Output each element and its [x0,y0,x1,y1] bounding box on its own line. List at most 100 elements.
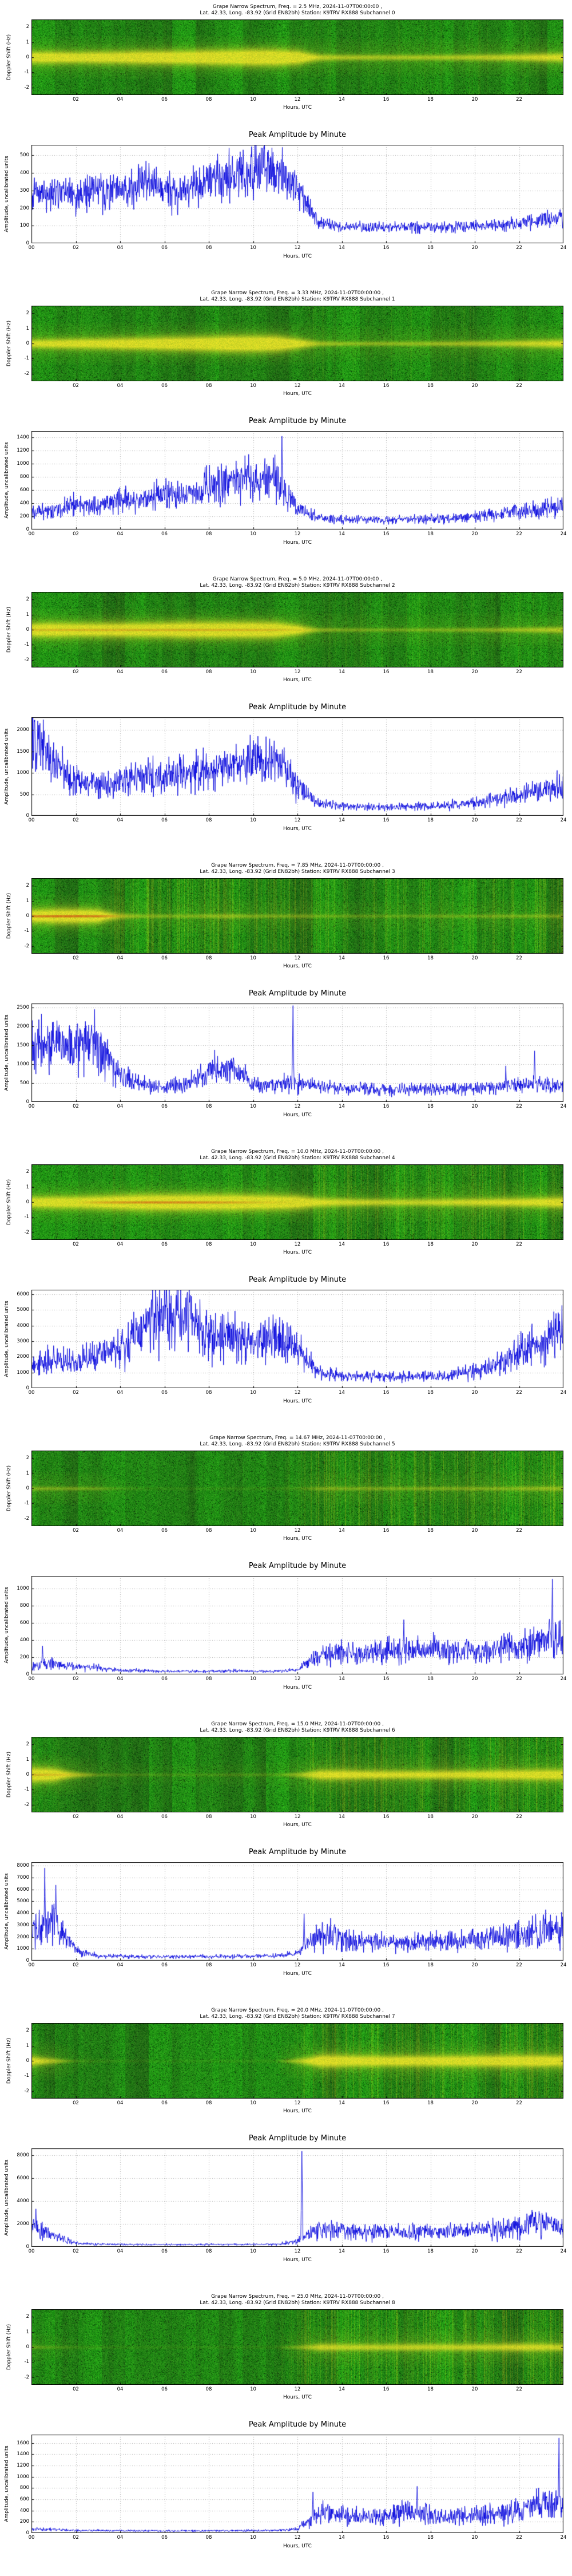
amplitude-x-tick-label: 18 [427,1962,434,1968]
amplitude-x-tick-label: 02 [73,817,79,823]
subchannel-section: Grape Narrow Spectrum, Freq. = 3.33 MHz,… [0,286,572,572]
spectrogram-x-tick-label: 12 [294,383,301,389]
amplitude-plot [31,717,563,816]
spectrogram-y-tick-label: 1 [26,39,29,45]
spectrogram-x-tick-label: 12 [294,1242,301,1247]
spectrogram-y-tick-label: 2 [26,596,29,603]
amplitude-y-axis-label: Amplitude, uncalibrated units [4,1014,10,1091]
amplitude-x-tick-label: 00 [28,531,35,537]
spectrogram-x-tick-label: 20 [471,383,478,389]
amplitude-title: Peak Amplitude by Minute [248,2420,347,2429]
spectrogram-x-tick-label: 02 [73,97,79,102]
amplitude-y-tick-label: 500 [19,791,29,797]
spectrogram-x-tick-label: 16 [383,97,390,102]
spectrogram-title: Grape Narrow Spectrum, Freq. = 14.67 MHz… [209,1435,386,1441]
spectrogram-subtitle: Lat. 42.33, Long. -83.92 (Grid EN82bh) S… [200,1155,395,1161]
amplitude-x-tick-label: 00 [28,2535,35,2541]
spectrogram-subtitle: Lat. 42.33, Long. -83.92 (Grid EN82bh) S… [200,1441,395,1447]
spectrogram-x-tick-label: 18 [427,669,434,675]
amplitude-x-axis-label: Hours, UTC [283,1971,312,1977]
amplitude-x-tick-label: 06 [161,1962,168,1968]
spectrogram-title: Grape Narrow Spectrum, Freq. = 2.5 MHz, … [212,4,383,10]
amplitude-x-tick-label: 20 [471,2249,478,2254]
subchannel-section: Grape Narrow Spectrum, Freq. = 10.0 MHz,… [0,1145,572,1431]
amplitude-x-tick-label: 16 [383,1390,390,1396]
amplitude-x-tick-label: 20 [471,531,478,537]
spectrogram-x-tick-label: 12 [294,2387,301,2392]
spectrogram-x-tick-label: 20 [471,955,478,961]
spectrogram-y-tick-label: -2 [24,657,29,663]
amplitude-x-tick-label: 12 [294,2249,301,2254]
amplitude-x-tick-label: 00 [28,1962,35,1968]
spectrogram-x-tick-label: 10 [250,97,256,102]
spectrogram-y-tick-label: 1 [26,2042,29,2049]
amplitude-x-tick-label: 12 [294,245,301,251]
spectrogram-x-tick-label: 22 [516,669,522,675]
amplitude-y-tick-label: 0 [26,240,29,246]
amplitude-title: Peak Amplitude by Minute [248,2134,347,2143]
spectrogram-x-axis-label: Hours, UTC [283,677,312,683]
amplitude-y-tick-label: 800 [19,2485,29,2491]
subchannel-section: Grape Narrow Spectrum, Freq. = 20.0 MHz,… [0,2004,572,2290]
spectrogram-subtitle: Lat. 42.33, Long. -83.92 (Grid EN82bh) S… [200,10,395,16]
spectrogram-title: Grape Narrow Spectrum, Freq. = 25.0 MHz,… [211,2294,384,2300]
spectrogram-x-tick-label: 18 [427,97,434,102]
spectrogram-y-tick-label: 2 [26,1741,29,1748]
amplitude-x-tick-label: 18 [427,1676,434,1682]
spectrogram-x-tick-label: 16 [383,383,390,389]
amplitude-y-tick-label: 1500 [17,1042,29,1048]
amplitude-plot [31,1576,563,1674]
amplitude-x-tick-label: 18 [427,817,434,823]
spectrogram-x-tick-label: 04 [117,1242,124,1247]
amplitude-x-tick-label: 20 [471,1390,478,1396]
subchannel-section: Grape Narrow Spectrum, Freq. = 5.0 MHz, … [0,572,572,859]
amplitude-y-tick-label: 1000 [17,2474,29,2480]
subchannel-section: Grape Narrow Spectrum, Freq. = 15.0 MHz,… [0,1717,572,2004]
subchannel-section: Grape Narrow Spectrum, Freq. = 14.67 MHz… [0,1431,572,1717]
amplitude-plot [31,145,563,243]
spectrogram-x-tick-label: 06 [161,2387,168,2392]
amplitude-x-tick-label: 16 [383,1676,390,1682]
amplitude-y-tick-label: 1500 [17,748,29,754]
spectrogram-x-tick-label: 20 [471,2387,478,2392]
amplitude-y-tick-label: 600 [19,2496,29,2503]
spectrogram-y-tick-label: 2 [26,1169,29,1175]
amplitude-y-tick-label: 1000 [17,1586,29,1592]
spectrogram-x-tick-label: 12 [294,2100,301,2106]
amplitude-y-axis-label: Amplitude, uncalibrated units [4,2159,10,2236]
amplitude-x-axis-label: Hours, UTC [283,2543,312,2549]
spectrogram-x-tick-label: 02 [73,2100,79,2106]
spectrogram-plot [31,306,563,381]
amplitude-x-tick-label: 12 [294,1104,301,1109]
spectrogram-plot [31,19,563,95]
spectrogram-x-tick-label: 06 [161,1814,168,1820]
amplitude-x-tick-label: 08 [205,531,212,537]
spectrogram-x-tick-label: 06 [161,955,168,961]
amplitude-x-tick-label: 14 [339,2535,345,2541]
spectrogram-subtitle: Lat. 42.33, Long. -83.92 (Grid EN82bh) S… [200,2014,395,2020]
amplitude-x-tick-label: 08 [205,2249,212,2254]
spectrogram-x-tick-label: 14 [339,1814,345,1820]
amplitude-y-tick-label: 4000 [17,1910,29,1917]
amplitude-x-tick-label: 20 [471,817,478,823]
amplitude-y-tick-label: 200 [19,1654,29,1661]
spectrogram-x-tick-label: 16 [383,1528,390,1534]
amplitude-x-tick-label: 00 [28,817,35,823]
amplitude-x-tick-label: 06 [161,2249,168,2254]
spectrogram-x-tick-label: 10 [250,2387,256,2392]
spectrogram-plot [31,2023,563,2099]
amplitude-y-tick-label: 300 [19,187,29,193]
spectrogram-x-tick-label: 16 [383,2100,390,2106]
amplitude-y-tick-label: 2000 [17,727,29,733]
spectrogram-x-tick-label: 14 [339,955,345,961]
spectrogram-x-tick-label: 10 [250,1528,256,1534]
spectrogram-x-tick-label: 22 [516,383,522,389]
spectrogram-x-tick-label: 20 [471,2100,478,2106]
spectrogram-x-tick-label: 14 [339,383,345,389]
amplitude-x-axis-label: Hours, UTC [283,254,312,259]
spectrogram-x-tick-label: 04 [117,669,124,675]
amplitude-y-tick-label: 8000 [17,2152,29,2158]
amplitude-y-tick-label: 1200 [17,2463,29,2469]
spectrogram-x-tick-label: 08 [205,1528,212,1534]
amplitude-x-tick-label: 16 [383,1962,390,1968]
